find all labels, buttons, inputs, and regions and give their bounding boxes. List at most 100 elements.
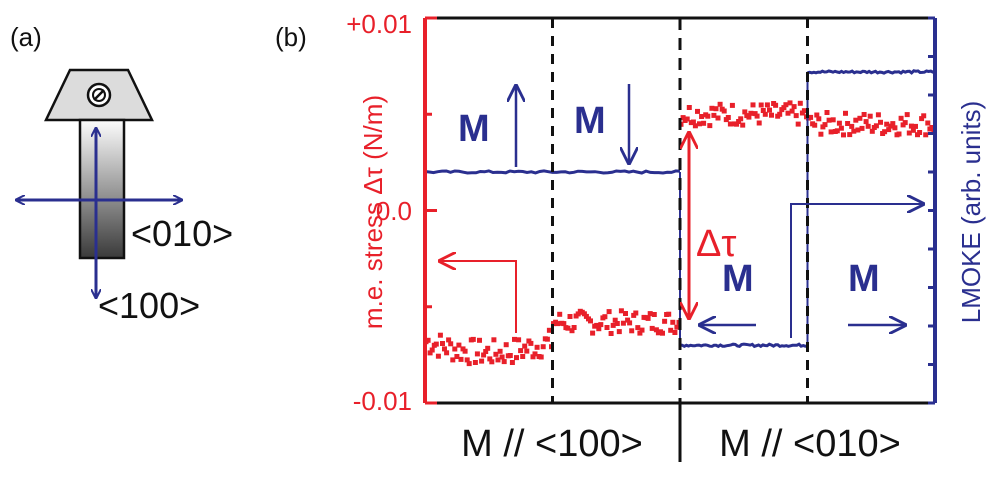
- me-stress-point: [427, 350, 433, 356]
- left-axis-label: m.e. stress Δτ (N/m): [358, 95, 388, 329]
- me-stress-point: [695, 108, 700, 114]
- me-stress-point: [764, 102, 770, 108]
- delta-tau-label: Δτ: [696, 223, 736, 265]
- me-stress-point: [507, 353, 513, 358]
- me-stress-point: [919, 116, 925, 122]
- me-stress-point: [878, 119, 883, 125]
- me-stress-point: [793, 113, 799, 119]
- me-stress-point: [902, 120, 908, 126]
- lmoke-line-segment: [807, 69, 936, 75]
- me-stress-point: [760, 108, 766, 113]
- me-stress-point: [608, 331, 614, 336]
- me-stress-point: [674, 324, 680, 330]
- me-stress-point: [433, 341, 439, 347]
- me-stress-point: [456, 342, 462, 348]
- me-stress-point: [633, 310, 639, 316]
- me-stress-point: [629, 328, 635, 334]
- me-stress-point: [709, 105, 715, 111]
- left-axis-ticks: [425, 16, 437, 405]
- me-stress-point: [750, 102, 756, 108]
- panel-b-label: (b): [275, 22, 307, 52]
- me-stress-point: [701, 120, 707, 126]
- me-stress-point: [692, 123, 698, 129]
- me-stress-point: [614, 321, 620, 326]
- me-stress-point: [594, 322, 600, 328]
- me-stress-point: [686, 105, 692, 110]
- me-stress-point: [623, 311, 628, 316]
- me-stress-point: [721, 108, 727, 114]
- me-stress-point: [697, 121, 702, 127]
- m-label-right: M: [848, 258, 880, 300]
- me-stress-point: [738, 116, 744, 122]
- me-stress-point: [690, 119, 696, 125]
- right-axis-ticks: [928, 16, 935, 405]
- me-stress-point: [538, 354, 544, 360]
- me-stress-point: [485, 345, 491, 351]
- me-stress-point: [855, 127, 861, 133]
- me-stress-point: [725, 115, 731, 120]
- me-stress-point: [873, 123, 879, 129]
- me-stress-point: [787, 100, 793, 106]
- me-stress-point: [929, 125, 935, 130]
- me-stress-point: [581, 311, 587, 317]
- me-stress-point: [645, 315, 651, 321]
- me-stress-axis-pointer: [440, 261, 517, 333]
- me-stress-point: [705, 113, 711, 119]
- me-stress-point: [518, 348, 524, 354]
- me-stress-point: [769, 112, 774, 118]
- me-stress-point: [590, 330, 596, 336]
- me-stress-point: [555, 321, 561, 327]
- me-stress-point: [828, 129, 834, 135]
- me-stress-point: [477, 337, 482, 343]
- me-stress-point: [474, 351, 480, 357]
- me-stress-point: [684, 116, 690, 122]
- me-stress-point: [896, 131, 902, 137]
- me-stress-point: [651, 312, 657, 317]
- me-stress-point: [540, 344, 546, 350]
- me-stress-point: [435, 353, 441, 359]
- me-stress-point: [869, 128, 875, 134]
- me-stress-point: [448, 341, 454, 347]
- me-stress-point: [727, 121, 733, 127]
- me-stress-point: [925, 120, 931, 126]
- me-stress-point: [569, 328, 575, 334]
- me-stress-point: [639, 327, 645, 333]
- me-stress-point: [516, 337, 522, 343]
- me-stress-point: [736, 119, 742, 124]
- me-stress-point: [717, 101, 723, 107]
- me-stress-point: [627, 320, 633, 326]
- me-stress-point: [861, 112, 867, 117]
- me-stress-point: [616, 329, 622, 335]
- me-stress-point: [606, 309, 612, 315]
- me-stress-point: [836, 120, 842, 126]
- segment-dividers: [551, 18, 809, 403]
- me-stress-point: [754, 113, 760, 119]
- me-stress-point: [598, 322, 604, 328]
- right-axis-label: LMOKE (arb. units): [956, 101, 986, 324]
- me-stress-point: [680, 115, 686, 121]
- me-stress-point: [571, 325, 577, 330]
- me-stress-point: [544, 336, 550, 342]
- me-stress-point: [801, 108, 807, 114]
- x-label-left: M // <100>: [461, 423, 643, 465]
- me-stress-point: [892, 125, 898, 131]
- direction-label-100: <100>: [98, 285, 200, 326]
- me-stress-point: [509, 360, 515, 365]
- me-stress-point: [917, 130, 923, 135]
- me-stress-point: [740, 122, 746, 128]
- me-stress-point: [495, 357, 501, 363]
- me-stress-point: [635, 325, 641, 331]
- m-label-up: M: [458, 108, 490, 150]
- me-stress-point: [660, 330, 665, 336]
- me-stress-point: [567, 314, 573, 319]
- me-stress-point: [437, 332, 443, 338]
- me-stress-point: [489, 359, 495, 365]
- me-stress-point: [522, 343, 528, 349]
- me-stress-point: [814, 112, 820, 118]
- me-stress-point: [602, 314, 608, 320]
- me-stress-point: [575, 311, 581, 317]
- me-stress-point: [729, 102, 735, 108]
- me-stress-point: [851, 128, 857, 134]
- me-stress-point: [826, 117, 832, 123]
